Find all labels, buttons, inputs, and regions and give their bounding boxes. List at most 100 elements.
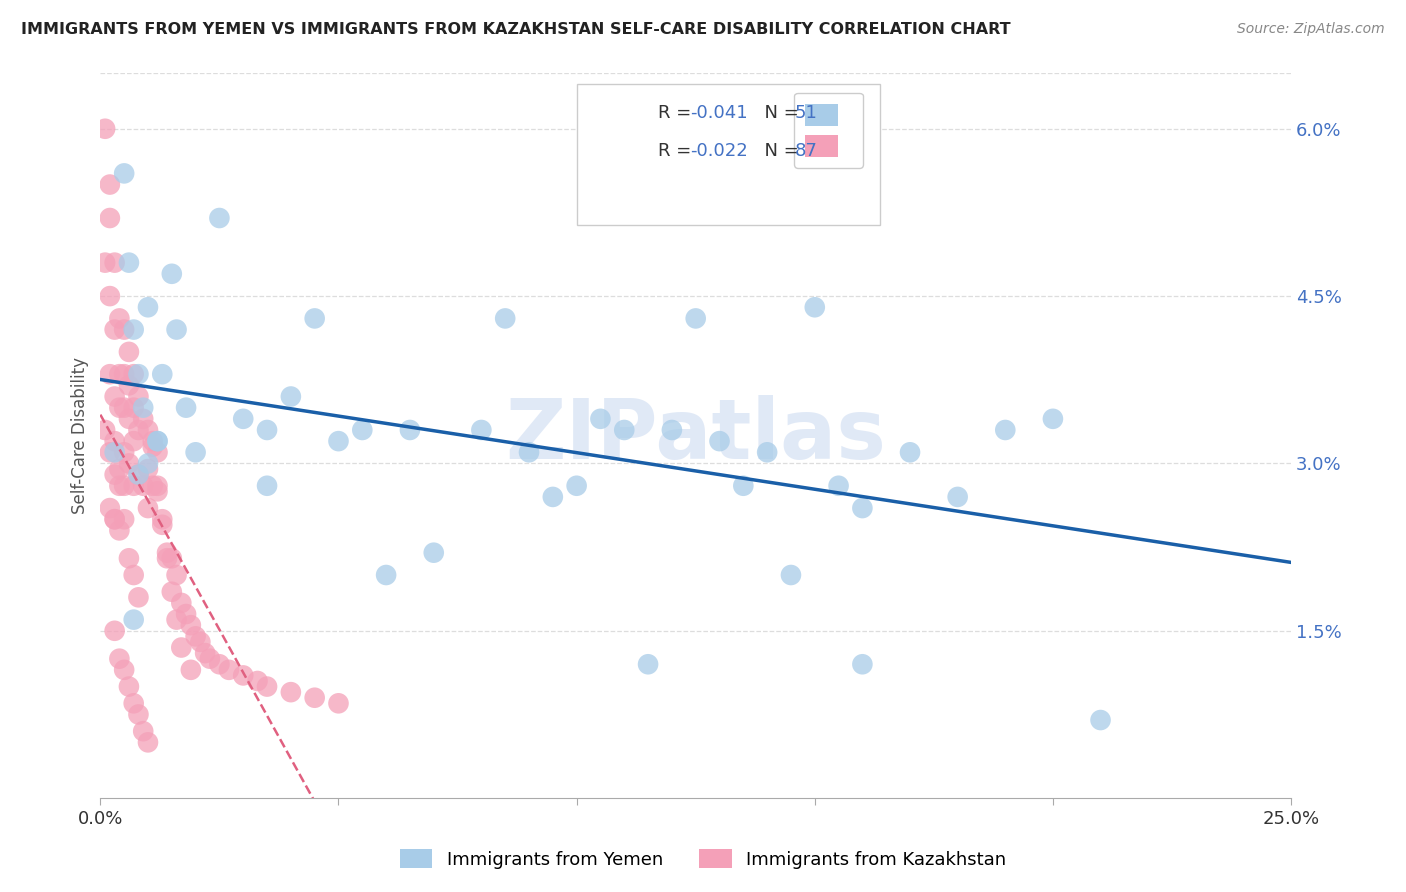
Point (733, 479, 755, 493)
Point (280, 685, 302, 699)
Point (108, 524, 131, 538)
Point (127, 368, 149, 382)
Point (112, 166, 135, 180)
Point (127, 591, 149, 605)
Point (98, 501, 121, 516)
Point (127, 423, 149, 437)
Point (108, 311, 131, 326)
Point (208, 657, 231, 672)
Point (146, 484, 169, 499)
Point (246, 673, 269, 688)
Point (256, 479, 278, 493)
Point (146, 445, 169, 459)
Point (198, 651, 221, 665)
Point (132, 401, 155, 415)
Text: R =: R = (658, 142, 696, 160)
Point (218, 663, 240, 677)
Text: N =: N = (752, 104, 804, 122)
Point (104, 445, 127, 459)
Point (150, 368, 173, 382)
Point (1090, 713, 1112, 727)
Text: 51: 51 (794, 104, 817, 122)
Point (375, 568, 398, 582)
Point (108, 401, 131, 415)
Point (108, 651, 131, 665)
Point (142, 440, 165, 454)
Point (194, 646, 217, 660)
FancyBboxPatch shape (576, 84, 880, 226)
Point (709, 434, 731, 449)
Point (122, 368, 145, 382)
Point (127, 707, 149, 722)
Point (98, 289, 121, 303)
Point (122, 434, 145, 449)
Point (112, 512, 135, 526)
Point (112, 401, 135, 415)
Point (104, 467, 127, 482)
Point (352, 423, 374, 437)
Text: R =: R = (658, 104, 696, 122)
Point (256, 680, 278, 694)
Point (180, 618, 202, 632)
Point (565, 479, 588, 493)
Legend: , : , (794, 93, 863, 168)
Point (132, 724, 155, 739)
Point (166, 613, 188, 627)
Point (132, 412, 155, 426)
Point (136, 300, 159, 314)
Point (118, 344, 141, 359)
Point (174, 401, 197, 415)
Point (184, 629, 207, 643)
Point (589, 412, 612, 426)
Point (517, 445, 540, 459)
Point (122, 401, 145, 415)
Point (685, 311, 707, 326)
Point (127, 467, 149, 482)
Point (422, 546, 444, 560)
Point (827, 479, 849, 493)
Point (112, 368, 135, 382)
Point (122, 479, 145, 493)
Point (118, 551, 141, 566)
Point (104, 390, 127, 404)
Text: -0.041: -0.041 (690, 104, 748, 122)
Point (399, 423, 422, 437)
Point (136, 423, 159, 437)
Point (94, 255, 117, 269)
Point (104, 512, 127, 526)
Point (108, 368, 131, 382)
Point (104, 434, 127, 449)
Point (104, 255, 127, 269)
Text: IMMIGRANTS FROM YEMEN VS IMMIGRANTS FROM KAZAKHSTAN SELF-CARE DISABILITY CORRELA: IMMIGRANTS FROM YEMEN VS IMMIGRANTS FROM… (21, 22, 1011, 37)
Point (112, 445, 135, 459)
Point (118, 412, 141, 426)
Point (541, 490, 564, 504)
Point (174, 607, 197, 621)
Point (160, 551, 183, 566)
Point (232, 412, 254, 426)
Point (208, 211, 231, 225)
Point (118, 378, 141, 392)
Text: N =: N = (752, 142, 804, 160)
Point (136, 501, 159, 516)
Point (328, 434, 350, 449)
Point (136, 462, 159, 476)
Point (108, 462, 131, 476)
Point (122, 322, 145, 336)
Point (946, 490, 969, 504)
Point (756, 445, 779, 459)
Point (118, 457, 141, 471)
Point (166, 322, 188, 336)
Point (994, 423, 1017, 437)
Point (98, 211, 121, 225)
Point (304, 311, 326, 326)
Point (150, 517, 173, 532)
Point (98, 445, 121, 459)
Point (104, 322, 127, 336)
Point (132, 479, 155, 493)
Point (146, 479, 169, 493)
Point (328, 696, 350, 710)
Point (104, 624, 127, 638)
Point (256, 423, 278, 437)
Text: ZIPatlas: ZIPatlas (505, 395, 886, 476)
